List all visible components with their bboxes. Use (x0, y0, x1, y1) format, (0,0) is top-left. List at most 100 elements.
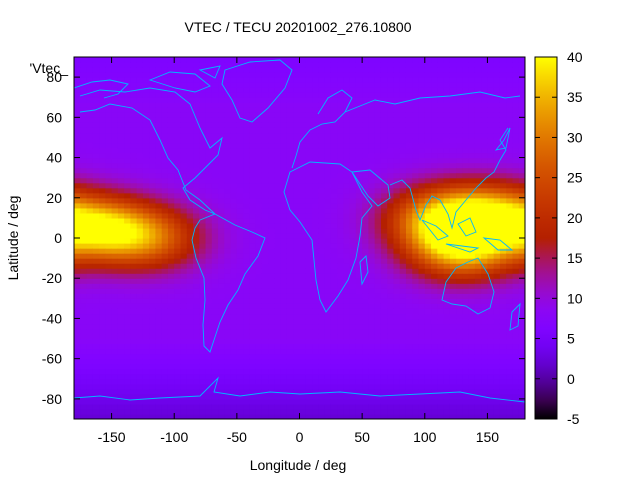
heat-cell (255, 177, 263, 184)
heat-cell (205, 167, 213, 174)
heat-cell (412, 172, 420, 179)
heat-cell (456, 303, 463, 309)
heat-cell (349, 92, 357, 98)
heat-cell (92, 413, 100, 419)
heat-cell (130, 258, 138, 264)
heat-cell (243, 212, 250, 219)
heat-cell (318, 162, 326, 169)
heat-cell (243, 177, 250, 184)
heat-cell (330, 112, 338, 118)
heat-cell (218, 232, 225, 239)
heat-cell (186, 298, 194, 304)
heat-cell (462, 298, 470, 304)
heat-cell (80, 243, 88, 249)
heat-cell (142, 82, 150, 88)
heat-cell (443, 263, 451, 269)
heat-cell (299, 363, 307, 370)
heat-cell (161, 97, 169, 103)
heat-cell (368, 258, 376, 264)
heat-cell (368, 62, 376, 68)
heat-cell (337, 62, 344, 68)
heat-cell (167, 62, 175, 68)
heat-cell (243, 77, 250, 83)
heat-cell (230, 197, 238, 204)
heat-cell (349, 187, 357, 194)
heat-cell (324, 298, 332, 304)
heat-cell (499, 117, 507, 123)
heat-cell (499, 293, 507, 299)
heat-cell (255, 243, 263, 249)
heat-cell (205, 413, 213, 419)
heat-cell (437, 152, 445, 159)
heat-cell (456, 152, 463, 159)
heat-cell (487, 62, 495, 68)
heat-cell (343, 313, 351, 320)
heat-cell (205, 177, 213, 184)
heat-cell (80, 293, 88, 299)
heat-cell (499, 192, 507, 199)
heat-cell (161, 408, 169, 415)
heat-cell (324, 147, 332, 154)
heat-cell (274, 248, 282, 254)
heat-cell (155, 112, 163, 118)
heat-cell (280, 243, 288, 249)
heat-cell (86, 383, 94, 390)
heat-cell (387, 338, 395, 345)
heat-cell (199, 152, 207, 159)
heat-cell (111, 142, 119, 149)
heat-cell (349, 72, 357, 78)
heat-cell (462, 253, 470, 259)
heat-cell (418, 167, 426, 174)
heat-cell (80, 283, 88, 289)
heat-cell (418, 107, 426, 113)
heat-cell (405, 318, 413, 325)
heat-cell (261, 358, 269, 365)
heat-cell (274, 263, 282, 269)
heat-cell (468, 167, 476, 174)
heat-cell (243, 283, 250, 289)
heat-cell (218, 67, 225, 73)
heat-cell (437, 202, 445, 209)
heat-cell (487, 202, 495, 209)
heat-cell (493, 323, 501, 330)
heat-cell (243, 202, 250, 209)
heat-cell (149, 202, 157, 209)
heat-cell (374, 353, 382, 360)
heat-cell (337, 258, 344, 264)
heat-cell (218, 278, 225, 284)
heat-cell (487, 308, 495, 315)
heat-cell (180, 408, 188, 415)
heat-cell (330, 222, 338, 229)
heat-cell (368, 187, 376, 194)
heat-cell (136, 182, 144, 189)
heat-cell (243, 207, 250, 214)
heat-cell (362, 132, 369, 139)
heat-cell (86, 278, 94, 284)
heat-cell (487, 248, 495, 254)
heat-cell (180, 177, 188, 184)
heat-cell (474, 202, 482, 209)
heat-cell (468, 72, 476, 78)
heat-cell (111, 187, 119, 194)
heat-cell (337, 102, 344, 108)
heat-cell (249, 67, 257, 73)
heat-cell (330, 172, 338, 179)
heat-cell (368, 283, 376, 289)
heat-cell (199, 258, 207, 264)
heat-cell (205, 408, 213, 415)
heat-cell (149, 57, 157, 63)
heat-cell (468, 107, 476, 113)
heat-cell (462, 167, 470, 174)
heat-cell (312, 243, 319, 249)
heat-cell (424, 363, 432, 370)
heat-cell (456, 122, 463, 128)
heat-cell (312, 57, 319, 63)
heat-cell (355, 212, 363, 219)
heat-cell (299, 288, 307, 294)
heat-cell (92, 227, 100, 234)
heat-cell (236, 232, 244, 239)
heat-cell (474, 97, 482, 103)
heat-cell (474, 398, 482, 405)
heat-cell (380, 303, 388, 309)
heat-cell (305, 353, 313, 360)
